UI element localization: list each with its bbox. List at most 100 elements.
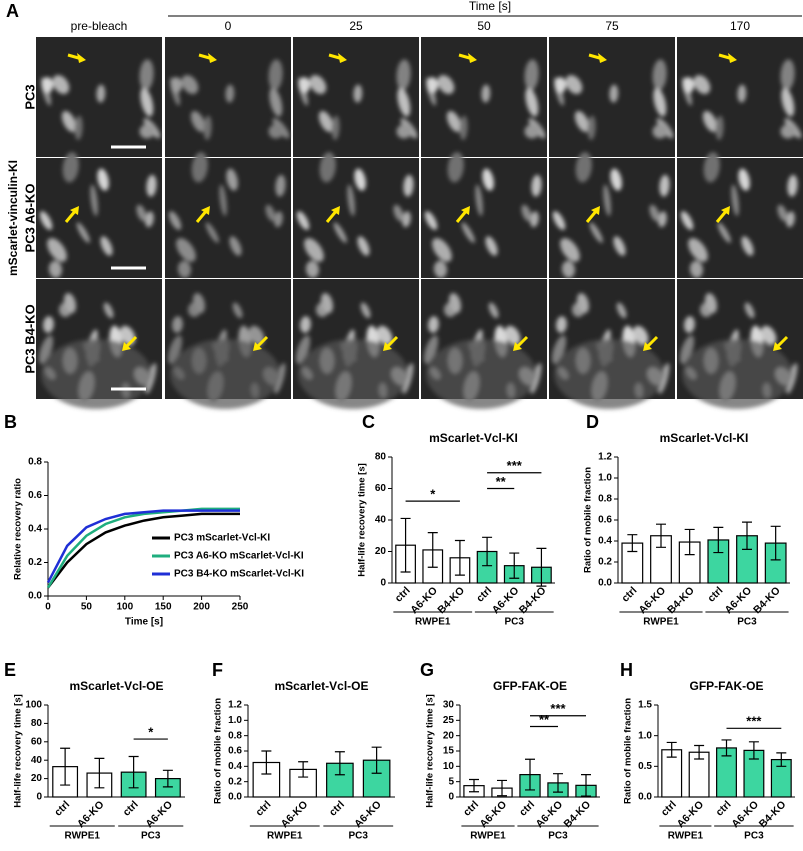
adhesion: [565, 75, 583, 95]
x-tick-label: 0: [45, 602, 51, 613]
error-bar: [536, 547, 547, 587]
adhesion: [41, 77, 54, 93]
adhesion: [560, 238, 580, 262]
image-signal: [168, 152, 286, 278]
error-bar: [721, 739, 732, 757]
row-label: PC3 A6-KO: [22, 184, 37, 253]
x-tick-label: A6-KO: [478, 799, 510, 831]
y-tick-label: 60: [375, 483, 387, 494]
image-cell: [421, 152, 547, 278]
image-signal: [423, 293, 542, 409]
arrow: [775, 335, 789, 349]
y-tick-label: 0.6: [228, 746, 242, 757]
fit-line: [46, 507, 240, 589]
adhesion: [269, 87, 283, 117]
arrow: [255, 335, 269, 349]
fit-line: [46, 509, 240, 584]
x-tick-label: B4-KO: [562, 799, 594, 831]
x-tick-label: ctrl: [253, 799, 273, 819]
adhesion: [229, 236, 242, 256]
image-cell: [421, 279, 547, 409]
group-label: RWPE1: [65, 831, 101, 842]
error-bar: [776, 752, 787, 767]
adhesion: [524, 124, 540, 139]
adhesion: [318, 110, 334, 132]
y-tick-label: 0: [36, 792, 42, 803]
chart-title: GFP-FAK-OE: [493, 679, 567, 693]
y-axis-label: Relative recovery ratio: [13, 478, 24, 580]
y-tick-label: 15: [443, 746, 455, 757]
adhesion: [658, 363, 670, 394]
arrow-head: [77, 53, 86, 63]
adhesion: [531, 174, 542, 197]
group-label: PC3: [505, 617, 525, 628]
image-signal: [552, 152, 670, 278]
error-bar: [94, 757, 105, 789]
adhesion: [296, 211, 310, 230]
adhesion: [741, 236, 754, 256]
adhesion: [561, 260, 575, 278]
adhesion: [715, 115, 724, 140]
adhesion: [333, 222, 347, 243]
adhesion: [475, 184, 483, 217]
arrow-head: [468, 53, 477, 63]
adhesion: [525, 87, 539, 117]
y-tick-label: 0.8: [598, 494, 612, 505]
error-bar: [627, 534, 638, 553]
adhesion: [589, 222, 603, 243]
cell-body: [682, 339, 792, 409]
y-tick-label: 0.4: [598, 536, 612, 547]
y-tick-label: 1.5: [638, 700, 652, 711]
adhesion: [448, 293, 462, 314]
adhesion: [47, 238, 67, 262]
error-bar: [469, 778, 479, 793]
y-tick-label: 80: [31, 718, 43, 729]
arrow-head: [773, 342, 782, 351]
y-tick-label: 0.0: [28, 591, 42, 602]
adhesion: [168, 211, 182, 230]
group-label: RWPE1: [668, 831, 704, 842]
y-tick-label: 0.2: [28, 557, 42, 568]
y-tick-label: 20: [443, 730, 455, 741]
error-bar: [509, 552, 520, 579]
adhesion: [704, 293, 718, 314]
arrow-head: [598, 53, 607, 63]
column-header: 25: [349, 19, 363, 33]
adhesion: [76, 222, 90, 243]
adhesion: [587, 115, 596, 140]
time-label: Time [s]: [469, 0, 511, 13]
adhesion: [402, 211, 411, 228]
significance-label: *: [148, 724, 154, 739]
column-header: 50: [477, 19, 491, 33]
adhesion: [504, 325, 521, 346]
fit-line: [47, 512, 240, 589]
adhesion: [552, 211, 566, 230]
y-tick-label: 0: [448, 792, 454, 803]
adhesion: [274, 363, 286, 394]
image-signal: [40, 59, 161, 140]
adhesion: [731, 184, 739, 217]
error-bar: [666, 741, 677, 758]
arrow-head: [338, 53, 347, 63]
error-bar: [581, 774, 591, 797]
charts: B Relative recovery ratio 0.0 0.2 0.4 0.6 0.8 0…: [4, 412, 795, 842]
error-bar: [482, 536, 493, 567]
image-cell: [549, 279, 675, 409]
x-tick-label: ctrl: [52, 799, 72, 819]
error-bar: [334, 751, 345, 776]
adhesion: [446, 110, 462, 132]
adhesion: [295, 335, 311, 364]
image-signal: [551, 293, 670, 409]
adhesion: [551, 335, 567, 364]
significance-label: ***: [507, 458, 523, 473]
adhesion: [717, 222, 731, 243]
error-bar: [60, 747, 71, 786]
adhesion: [649, 204, 660, 222]
arrow: [124, 335, 138, 349]
adhesion: [780, 124, 796, 139]
x-tick-label: A6-KO: [729, 799, 761, 831]
x-tick-label: B4-KO: [517, 585, 549, 617]
image-signal: [296, 152, 414, 278]
